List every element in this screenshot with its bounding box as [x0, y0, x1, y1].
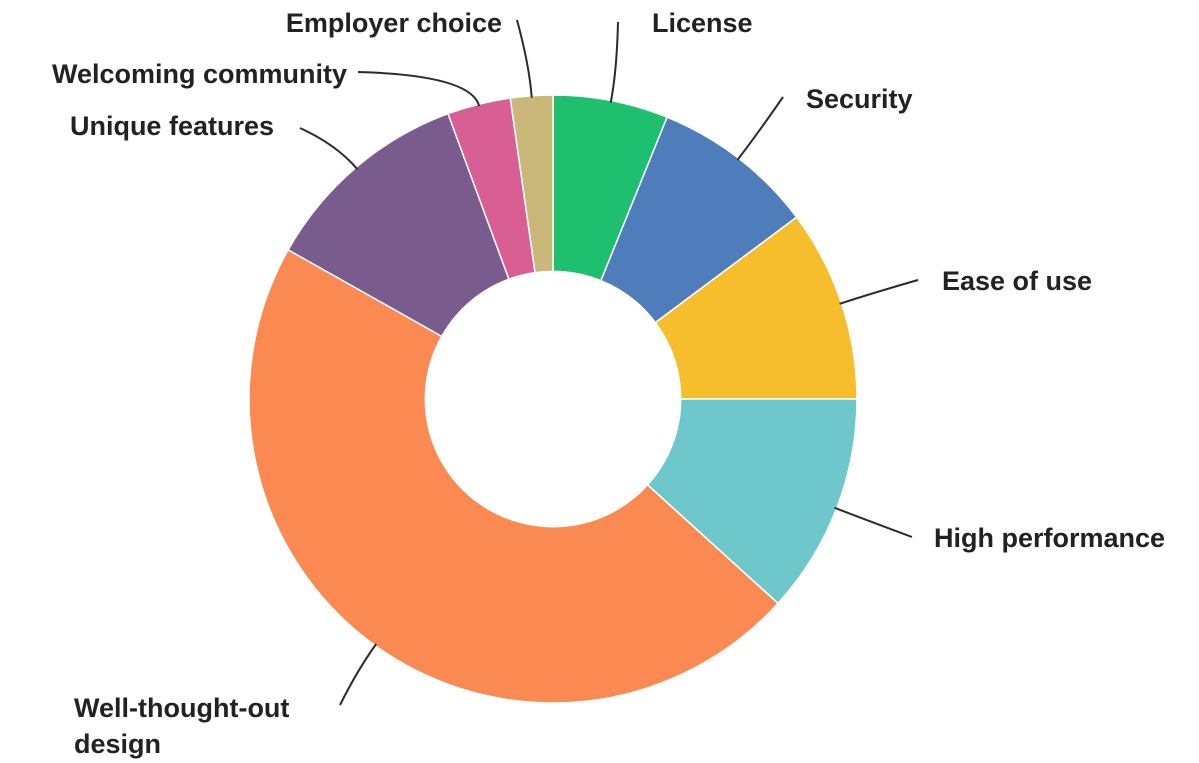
- leader-lines-layer: [299, 19, 919, 706]
- label-ease-of-use: Ease of use: [942, 266, 1092, 296]
- slice-ease-of-use[interactable]: [654, 216, 858, 400]
- label-welcoming-community: Welcoming community: [52, 59, 347, 89]
- label-unique-features: Unique features: [70, 111, 274, 141]
- slice-high-performance[interactable]: [646, 398, 858, 605]
- label-employer-choice: Employer choice: [286, 8, 502, 38]
- leader-line-welcoming-community: [357, 71, 481, 107]
- label-license: License: [652, 8, 753, 38]
- slice-employer-choice[interactable]: [509, 94, 554, 274]
- label-security: Security: [806, 84, 913, 114]
- labels-layer: License Security Ease of use High performan…: [52, 8, 1165, 759]
- leader-line-employer-choice: [516, 19, 533, 98]
- leader-line-ease-of-use: [839, 279, 919, 305]
- label-high-performance: High performance: [934, 523, 1165, 553]
- label-well-thought-out-design: Well-thought-out design: [74, 693, 289, 759]
- slice-well-thought-out-design[interactable]: [248, 248, 780, 704]
- leader-line-security: [736, 96, 784, 161]
- leader-line-license: [609, 21, 619, 103]
- slice-unique-features[interactable]: [287, 112, 510, 338]
- slices-layer: [248, 94, 858, 704]
- leader-line-well-thought-out-design: [339, 643, 378, 706]
- leader-line-high-performance: [834, 506, 913, 538]
- leader-line-unique-features: [299, 127, 358, 170]
